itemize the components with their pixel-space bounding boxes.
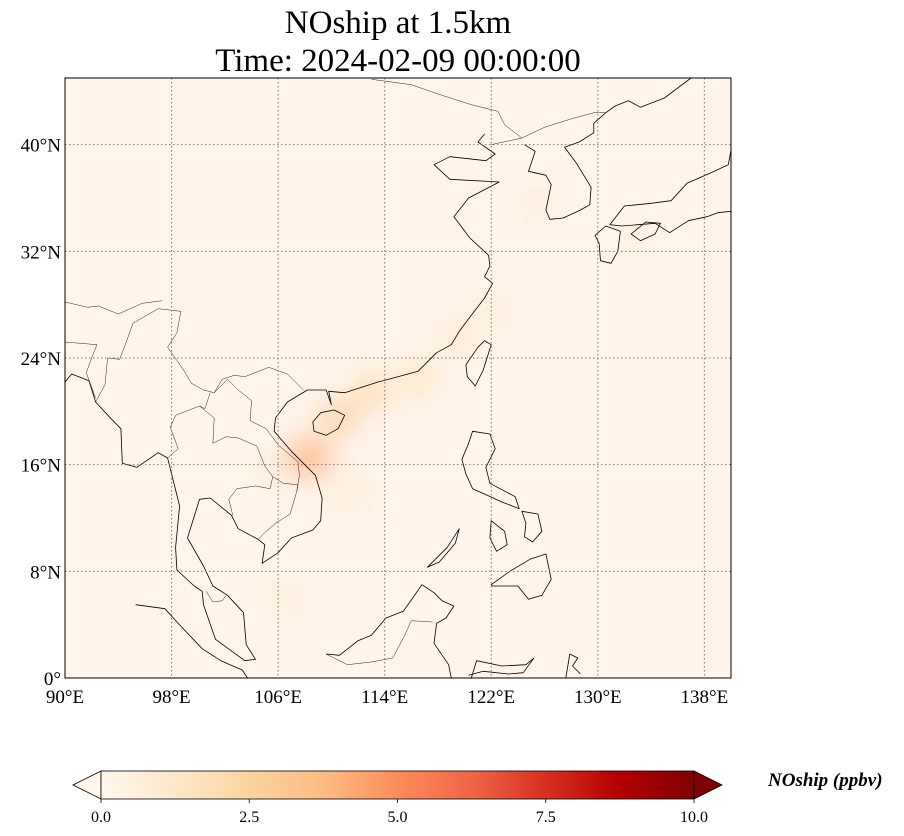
plume-blob bbox=[399, 363, 436, 393]
lon-tick-label: 130°E bbox=[574, 687, 622, 708]
plume-blob bbox=[622, 224, 654, 252]
map-frame bbox=[64, 77, 732, 679]
country-border bbox=[272, 476, 299, 492]
map-background bbox=[65, 78, 731, 678]
colorbar-label: NOship (ppbv) bbox=[768, 770, 883, 791]
coastline-korea-coast bbox=[524, 112, 607, 220]
colorbar-tick-label: 2.5 bbox=[239, 809, 259, 826]
country-border bbox=[205, 591, 227, 603]
coastline-taiwan bbox=[465, 340, 492, 387]
lat-tick-label: 0° bbox=[44, 669, 61, 690]
lat-tick-label: 8°N bbox=[30, 562, 61, 583]
map-title-line1: NOship at 1.5km bbox=[284, 5, 512, 41]
plume-blob bbox=[255, 457, 288, 485]
coastlines bbox=[65, 78, 731, 678]
coastline-samar-leyte bbox=[521, 510, 543, 543]
lat-tick-label: 16°N bbox=[21, 456, 62, 477]
lon-tick-label: 122°E bbox=[467, 687, 515, 708]
lon-tick-label: 114°E bbox=[361, 687, 408, 708]
colorbar: 0.0 2.5 5.0 7.5 10.0 bbox=[72, 770, 723, 826]
colorbar-tick-label: 0.0 bbox=[91, 809, 111, 826]
plume-blob bbox=[286, 440, 332, 476]
lon-tick-label: 90°E bbox=[46, 687, 84, 708]
lat-tick-label: 40°N bbox=[21, 136, 62, 157]
coastline-china-coast bbox=[65, 133, 500, 662]
coastline-kyushu bbox=[594, 225, 621, 264]
country-border bbox=[214, 378, 300, 540]
colorbar-bar bbox=[100, 770, 695, 800]
plume-blob bbox=[352, 375, 391, 407]
plume-blob bbox=[268, 584, 301, 612]
colorbar-extend-min bbox=[72, 770, 102, 800]
lon-tick-label: 138°E bbox=[681, 687, 729, 708]
coastline-mindanao bbox=[490, 553, 552, 600]
plume-blob bbox=[522, 191, 554, 218]
map-title: NOship at 1.5km Time: 2024-02-09 00:00:0… bbox=[65, 4, 731, 80]
colorbar-tick-label: 7.5 bbox=[536, 809, 556, 826]
colorbar-tick-label: 10.0 bbox=[680, 809, 708, 826]
lat-tick-label: 24°N bbox=[21, 349, 62, 370]
country-border bbox=[491, 112, 606, 145]
country-border bbox=[371, 79, 523, 139]
colorbar-extend-max bbox=[693, 770, 723, 800]
latitude-axis: 0° 8°N 16°N 24°N 32°N 40°N bbox=[21, 136, 62, 690]
coastline-russia-coast bbox=[605, 78, 692, 114]
country-borders bbox=[65, 79, 606, 665]
country-border bbox=[65, 300, 163, 315]
coastline-sulawesi bbox=[468, 657, 535, 678]
coastline-palawan bbox=[426, 528, 460, 568]
coastline-borneo bbox=[326, 584, 455, 678]
country-border bbox=[199, 405, 274, 516]
coastline-visayas bbox=[489, 520, 508, 552]
lat-tick-label: 32°N bbox=[21, 242, 62, 263]
plume-blob bbox=[318, 401, 359, 435]
lon-tick-label: 98°E bbox=[152, 687, 190, 708]
coastline-sumatra bbox=[135, 604, 248, 678]
map-title-line2: Time: 2024-02-09 00:00:00 bbox=[215, 43, 581, 79]
coastline-honshu bbox=[609, 149, 731, 234]
country-border bbox=[325, 620, 433, 665]
gridlines bbox=[65, 78, 731, 678]
coastline-shikoku bbox=[630, 221, 661, 242]
lon-tick-label: 106°E bbox=[254, 687, 302, 708]
country-border bbox=[95, 308, 304, 403]
coastline-halmahera bbox=[565, 653, 581, 678]
plume-blob bbox=[334, 477, 368, 506]
coastline-hainan bbox=[312, 409, 346, 436]
concentration-field bbox=[255, 191, 654, 612]
country-border bbox=[167, 392, 211, 459]
country-border bbox=[65, 341, 98, 399]
plume-blob bbox=[440, 323, 476, 353]
colorbar-tick-label: 5.0 bbox=[388, 809, 408, 826]
coastline-luzon bbox=[461, 430, 520, 510]
longitude-axis: 90°E 98°E 106°E 114°E 122°E 130°E 138°E bbox=[46, 687, 728, 708]
